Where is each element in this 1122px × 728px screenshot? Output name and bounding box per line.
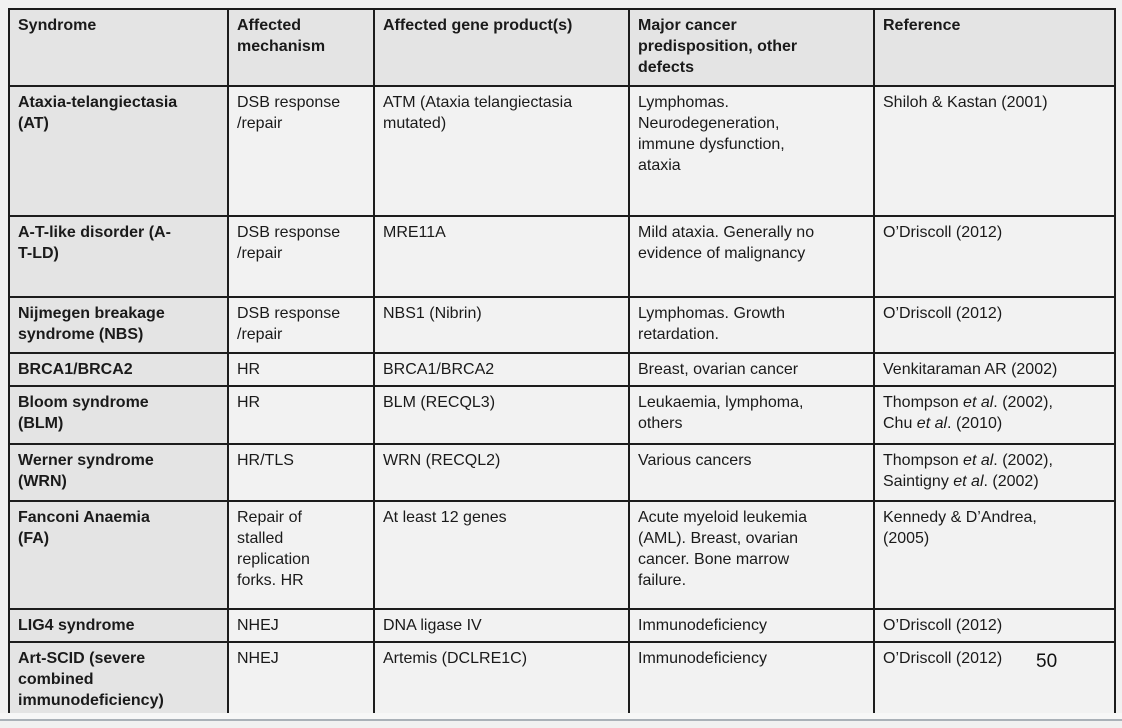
table-row-ataxia-telangiectasia: Ataxia-telangiectasia (AT) DSB response … <box>8 85 1116 217</box>
cell-gene-product: DNA ligase IV <box>373 608 630 643</box>
reference-text-segment: Kennedy & D’Andrea, (2005) <box>883 509 1037 547</box>
cell-gene-product: At least 12 genes <box>373 500 630 610</box>
table-row-lig4-syndrome: LIG4 syndrome NHEJ DNA ligase IV Immunod… <box>8 608 1116 643</box>
cell-gene-product: WRN (RECQL2) <box>373 443 630 502</box>
cell-predisposition: Mild ataxia. Generally no evidence of ma… <box>628 215 875 298</box>
cell-reference: O’Driscoll (2012) <box>873 641 1116 718</box>
reference-text-segment: O’Driscoll (2012) <box>883 224 1003 241</box>
cell-mechanism: HR/TLS <box>227 443 375 502</box>
header-cell-reference: Reference <box>873 8 1116 87</box>
header-cell-gene-products: Affected gene product(s) <box>373 8 630 87</box>
reference-text-segment: et al <box>963 452 994 469</box>
table-header-row: Syndrome Affected mechanism Affected gen… <box>8 8 1116 87</box>
cell-mechanism: NHEJ <box>227 641 375 718</box>
cell-gene-product: Artemis (DCLRE1C) <box>373 641 630 718</box>
table-row-nijmegen-breakage: Nijmegen breakage syndrome (NBS) DSB res… <box>8 296 1116 354</box>
cell-gene-product: ATM (Ataxia telangiectasia mutated) <box>373 85 630 217</box>
cell-syndrome: BRCA1/BRCA2 <box>8 352 229 387</box>
table-row-at-like-disorder: A-T-like disorder (A- T-LD) DSB response… <box>8 215 1116 298</box>
cell-predisposition: Acute myeloid leukemia (AML). Breast, ov… <box>628 500 875 610</box>
cell-syndrome: Art-SCID (severe combined immunodeficien… <box>8 641 229 718</box>
cell-predisposition: Immunodeficiency <box>628 641 875 718</box>
cell-syndrome: A-T-like disorder (A- T-LD) <box>8 215 229 298</box>
cell-reference: O’Driscoll (2012) <box>873 608 1116 643</box>
cell-syndrome: Nijmegen breakage syndrome (NBS) <box>8 296 229 354</box>
cell-predisposition: Leukaemia, lymphoma, others <box>628 385 875 445</box>
cell-gene-product: BRCA1/BRCA2 <box>373 352 630 387</box>
table-row-fanconi-anaemia: Fanconi Anaemia (FA) Repair of stalled r… <box>8 500 1116 610</box>
cell-mechanism: HR <box>227 385 375 445</box>
reference-text-segment: . (2002), Saintigny <box>883 452 1053 490</box>
table-row-bloom-syndrome: Bloom syndrome (BLM) HR BLM (RECQL3) Leu… <box>8 385 1116 445</box>
table-row-art-scid: Art-SCID (severe combined immunodeficien… <box>8 641 1116 718</box>
reference-text-segment: et al <box>963 394 994 411</box>
cell-predisposition: Lymphomas. Growth retardation. <box>628 296 875 354</box>
reference-text-segment: O’Driscoll (2012) <box>883 305 1003 322</box>
cell-reference: Kennedy & D’Andrea, (2005) <box>873 500 1116 610</box>
table-row-werner-syndrome: Werner syndrome (WRN) HR/TLS WRN (RECQL2… <box>8 443 1116 502</box>
cell-predisposition: Lymphomas. Neurodegeneration, immune dys… <box>628 85 875 217</box>
cell-mechanism: DSB response /repair <box>227 296 375 354</box>
cell-gene-product: NBS1 (Nibrin) <box>373 296 630 354</box>
cell-syndrome: Ataxia-telangiectasia (AT) <box>8 85 229 217</box>
cell-syndrome: Werner syndrome (WRN) <box>8 443 229 502</box>
below-table-strip <box>0 713 1122 719</box>
cell-reference: O’Driscoll (2012) <box>873 296 1116 354</box>
reference-text-segment: . (2002), Chu <box>883 394 1053 432</box>
header-cell-syndrome: Syndrome <box>8 8 229 87</box>
table-row-brca1-brca2: BRCA1/BRCA2 HR BRCA1/BRCA2 Breast, ovari… <box>8 352 1116 387</box>
cell-syndrome: LIG4 syndrome <box>8 608 229 643</box>
reference-text-segment: Thompson <box>883 452 964 469</box>
cell-mechanism: DSB response /repair <box>227 215 375 298</box>
cell-predisposition: Various cancers <box>628 443 875 502</box>
cell-gene-product: BLM (RECQL3) <box>373 385 630 445</box>
cell-predisposition: Breast, ovarian cancer <box>628 352 875 387</box>
cell-reference: Shiloh & Kastan (2001) <box>873 85 1116 217</box>
cell-gene-product: MRE11A <box>373 215 630 298</box>
page-number: 50 <box>1036 651 1058 672</box>
cell-reference: Thompson et al. (2002), Chu et al. (2010… <box>873 385 1116 445</box>
reference-text-segment: Venkitaraman AR (2002) <box>883 361 1058 378</box>
cell-predisposition: Immunodeficiency <box>628 608 875 643</box>
cell-syndrome: Bloom syndrome (BLM) <box>8 385 229 445</box>
cell-mechanism: Repair of stalled replication forks. HR <box>227 500 375 610</box>
bottom-divider <box>0 719 1122 721</box>
cell-mechanism: DSB response /repair <box>227 85 375 217</box>
reference-text-segment: Thompson <box>883 394 964 411</box>
cell-syndrome: Fanconi Anaemia (FA) <box>8 500 229 610</box>
reference-text-segment: . (2010) <box>947 415 1003 432</box>
cell-reference: Venkitaraman AR (2002) <box>873 352 1116 387</box>
reference-text-segment: O’Driscoll (2012) <box>883 617 1003 634</box>
header-cell-predisposition: Major cancer predisposition, other defec… <box>628 8 875 87</box>
header-cell-mechanism: Affected mechanism <box>227 8 375 87</box>
syndrome-table: Syndrome Affected mechanism Affected gen… <box>8 8 1116 718</box>
reference-text-segment: Shiloh & Kastan (2001) <box>883 94 1048 111</box>
cell-mechanism: NHEJ <box>227 608 375 643</box>
reference-text-segment: et al <box>916 415 948 432</box>
cell-mechanism: HR <box>227 352 375 387</box>
reference-text-segment: O’Driscoll (2012) <box>883 650 1003 667</box>
cell-reference: O’Driscoll (2012) <box>873 215 1116 298</box>
cell-reference: Thompson et al. (2002), Saintigny et al.… <box>873 443 1116 502</box>
reference-text-segment: et al <box>953 473 984 490</box>
reference-text-segment: . (2002) <box>983 473 1039 490</box>
